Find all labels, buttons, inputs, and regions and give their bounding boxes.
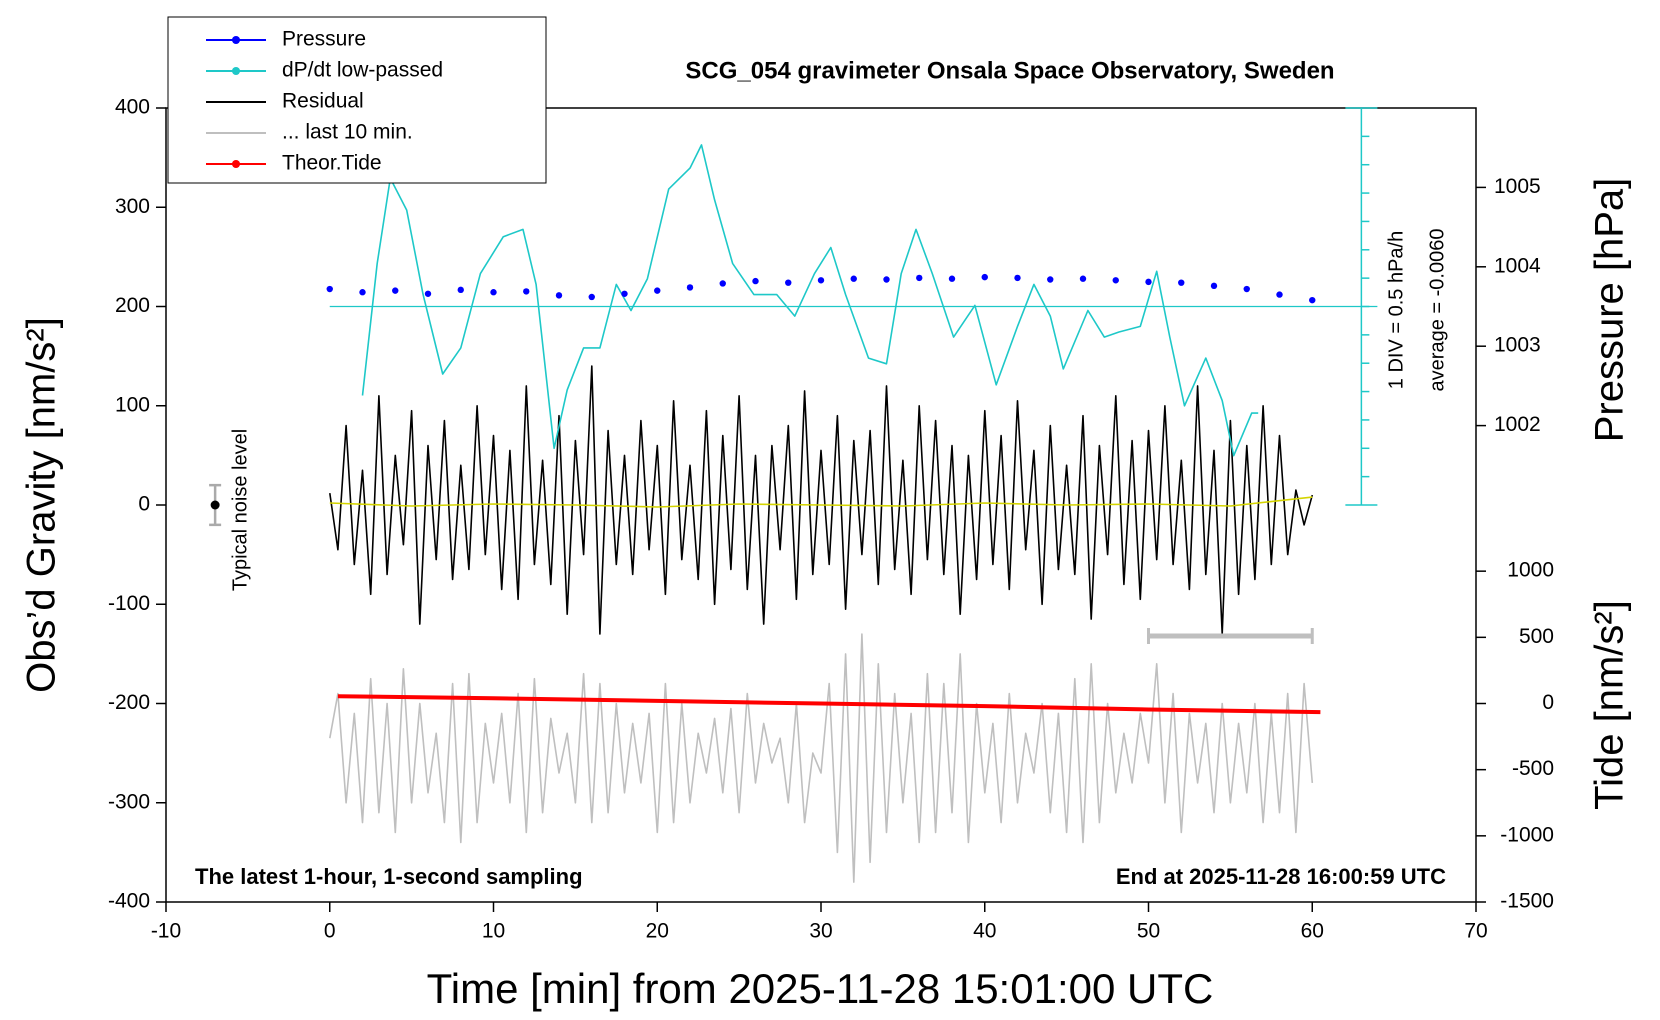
- pressure-point: [817, 277, 825, 284]
- average-label: average = -0.0060: [1426, 229, 1448, 392]
- tide-tick-label: 500: [1519, 625, 1554, 648]
- pressure-point: [1309, 296, 1316, 304]
- pressure-point: [1014, 274, 1021, 282]
- pressure-point: [1112, 277, 1119, 284]
- series-line: [329, 633, 1314, 883]
- legend: Pressure dP/dt low-passed Residual ... last…: [167, 16, 547, 184]
- y2-axis-label: Pressure [hPa]: [1588, 178, 1632, 443]
- pressure-point: [457, 286, 464, 294]
- legend-label: Theor.Tide: [282, 152, 382, 175]
- series-line: [329, 365, 1314, 635]
- pressure-point: [1047, 276, 1054, 283]
- pressure-point: [555, 292, 563, 299]
- pressure-point: [785, 279, 792, 286]
- y-tick-label: 200: [115, 294, 150, 317]
- x-tick-label: 40: [973, 920, 996, 943]
- pressure-point: [719, 280, 726, 287]
- x-tick-label: 50: [1137, 920, 1160, 943]
- y-tick-label: -100: [108, 592, 150, 615]
- pressure-point: [621, 290, 628, 297]
- pressure-point: [752, 277, 759, 285]
- x-tick-label: 30: [809, 920, 832, 943]
- legend-box: [167, 16, 547, 184]
- legend-label: dP/dt low-passed: [282, 59, 443, 82]
- y-tick-label: 300: [115, 195, 150, 218]
- pressure-point: [1276, 291, 1283, 298]
- y2-tick-label: 1005: [1494, 175, 1541, 198]
- tide-tick-label: -500: [1512, 757, 1554, 780]
- y-tick-label: -400: [108, 890, 150, 913]
- legend-label: Residual: [282, 90, 364, 113]
- x-tick-label: 20: [646, 920, 669, 943]
- pressure-point: [948, 275, 956, 282]
- noise-label: Typical noise level: [229, 429, 251, 591]
- pressure-point: [654, 287, 661, 294]
- pressure-point: [686, 284, 694, 291]
- y2-tick-label: 1004: [1494, 254, 1541, 277]
- pressure-point: [1178, 279, 1185, 286]
- x-tick-label: 0: [324, 920, 336, 943]
- legend-label: ... last 10 min.: [282, 121, 413, 144]
- div-label: 1 DIV = 0.5 hPa/h: [1385, 231, 1407, 389]
- series-line: [329, 496, 1313, 508]
- x-axis-label: Time [min] from 2025-11-28 15:01:00 UTC: [427, 965, 1214, 1012]
- tide-tick-label: -1000: [1500, 823, 1554, 846]
- tide-tick-label: 1000: [1507, 559, 1554, 582]
- pressure-point: [490, 289, 497, 296]
- y-tick-label: 400: [115, 96, 150, 119]
- x-tick-label: 60: [1301, 920, 1324, 943]
- legend-marker: [232, 36, 240, 44]
- pressure-point: [981, 273, 988, 281]
- y2-tick-label: 1003: [1494, 334, 1541, 357]
- series-line: [361, 144, 1259, 457]
- chart-title: SCG_054 gravimeter Onsala Space Observat…: [685, 57, 1334, 84]
- series-line: [337, 694, 1321, 715]
- x-tick-label: 10: [482, 920, 505, 943]
- pressure-point: [916, 274, 923, 282]
- y-axis-label: Obs’d Gravity [nm/s²]: [20, 317, 64, 693]
- x-tick-label: -10: [151, 920, 181, 943]
- y-tick-label: 0: [138, 493, 150, 516]
- pressure-point: [1243, 285, 1250, 293]
- tide-axis-label: Tide [nm/s²]: [1588, 600, 1632, 810]
- y-tick-label: 100: [115, 393, 150, 416]
- pressure-point: [1210, 282, 1218, 290]
- x-tick-label: 70: [1464, 920, 1487, 943]
- y-tick-label: -200: [108, 691, 150, 714]
- pressure-point: [523, 288, 530, 295]
- y2-tick-label: 1002: [1494, 413, 1541, 436]
- legend-label: Pressure: [282, 28, 366, 51]
- pressure-point: [850, 275, 857, 282]
- pressure-point: [1145, 278, 1152, 286]
- pressure-point: [326, 285, 333, 293]
- pressure-point: [588, 293, 595, 301]
- legend-marker: [232, 67, 240, 75]
- pressure-point: [359, 289, 366, 296]
- pressure-point: [424, 290, 432, 297]
- bottom-left-note: The latest 1-hour, 1-second sampling: [195, 864, 583, 889]
- pressure-point: [392, 287, 399, 294]
- noise-point: [210, 500, 220, 510]
- legend-marker: [232, 160, 240, 168]
- tide-tick-label: -1500: [1500, 890, 1554, 913]
- bottom-right-note: End at 2025-11-28 16:00:59 UTC: [1116, 864, 1446, 889]
- y-tick-label: -300: [108, 790, 150, 813]
- pressure-point: [883, 276, 890, 283]
- tide-tick-label: 0: [1542, 691, 1554, 714]
- pressure-point: [1079, 275, 1087, 282]
